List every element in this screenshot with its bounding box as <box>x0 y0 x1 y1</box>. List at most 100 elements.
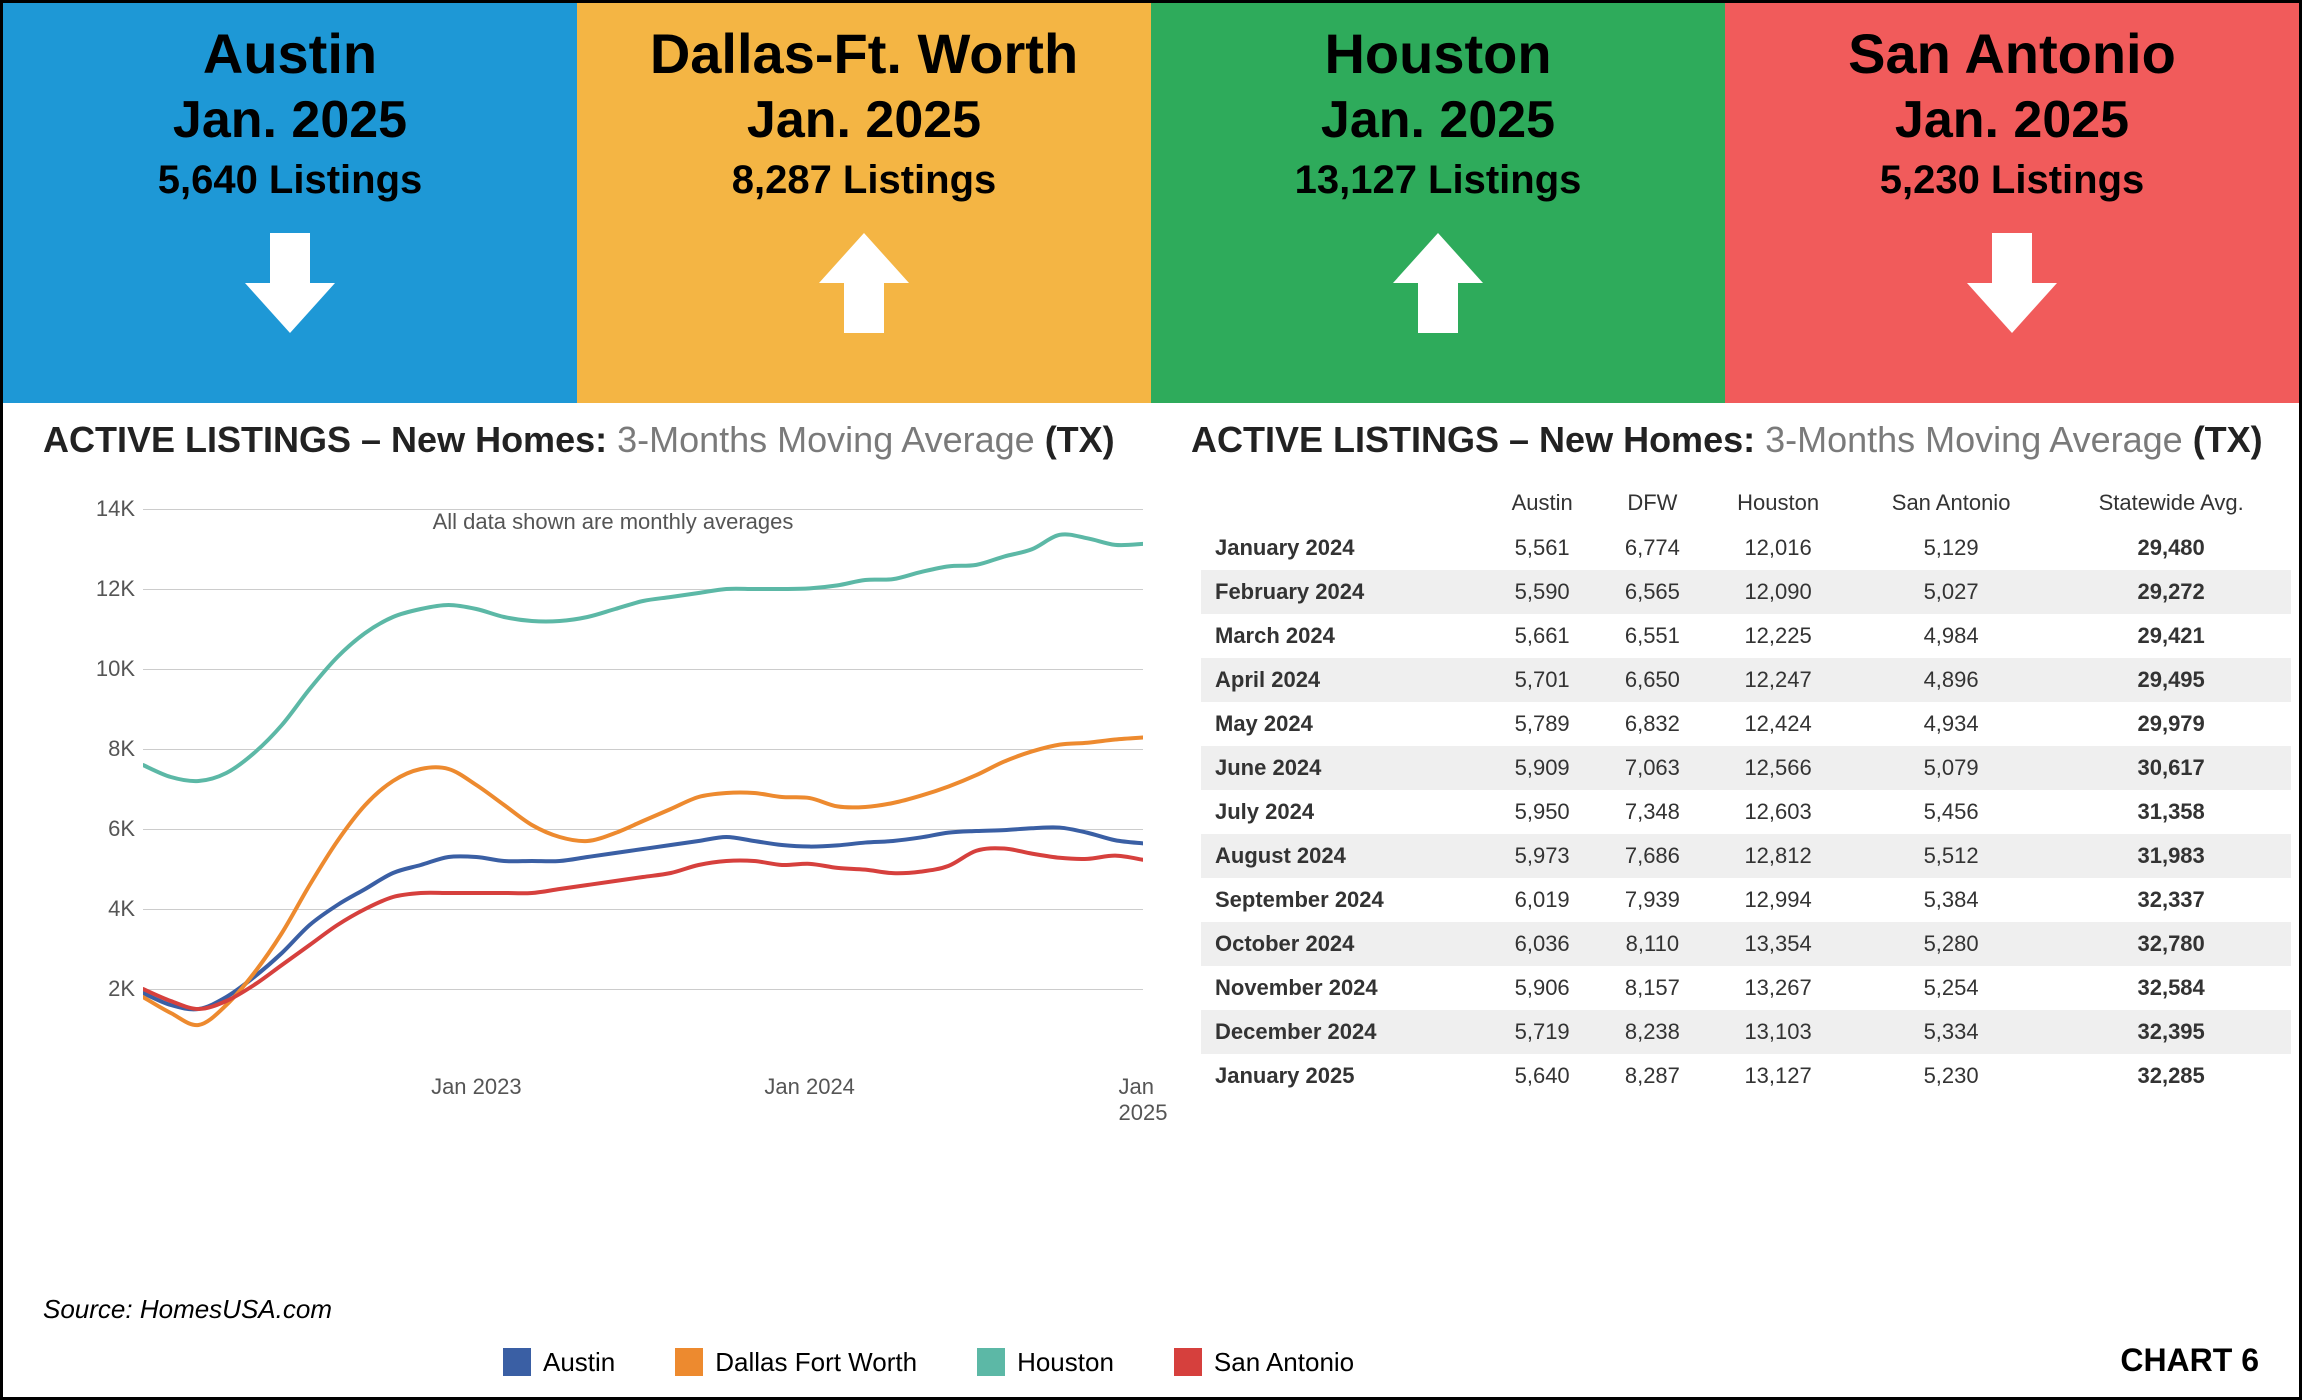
chart-section: ACTIVE LISTINGS – New Homes: 3-Months Mo… <box>3 403 1151 1129</box>
table-cell: 29,480 <box>2051 526 2291 570</box>
table-cell: June 2024 <box>1201 746 1485 790</box>
table-cell: 12,812 <box>1705 834 1851 878</box>
table-cell: 8,110 <box>1600 922 1706 966</box>
table-section: ACTIVE LISTINGS – New Homes: 3-Months Mo… <box>1151 403 2299 1129</box>
table-cell: 5,590 <box>1485 570 1600 614</box>
table-cell: 5,512 <box>1851 834 2051 878</box>
city-card: San AntonioJan. 20255,230 Listings <box>1725 3 2299 403</box>
title-mid: 3-Months Moving Average <box>617 419 1045 460</box>
table-cell: May 2024 <box>1201 702 1485 746</box>
table-cell: 4,934 <box>1851 702 2051 746</box>
table-cell: 12,603 <box>1705 790 1851 834</box>
table-row: June 20245,9097,06312,5665,07930,617 <box>1201 746 2291 790</box>
table-cell: 6,774 <box>1600 526 1706 570</box>
city-listings: 8,287 Listings <box>732 158 997 203</box>
legend-swatch <box>977 1348 1005 1376</box>
table-row: October 20246,0368,11013,3545,28032,780 <box>1201 922 2291 966</box>
table-cell: 5,701 <box>1485 658 1600 702</box>
city-card: Dallas-Ft. WorthJan. 20258,287 Listings <box>577 3 1151 403</box>
y-tick-label: 6K <box>108 816 135 842</box>
chart-number: CHART 6 <box>2120 1342 2259 1379</box>
table-cell: 6,832 <box>1600 702 1706 746</box>
legend-item: Dallas Fort Worth <box>675 1347 917 1378</box>
table-row: January 20255,6408,28713,1275,23032,285 <box>1201 1054 2291 1098</box>
table-cell: January 2025 <box>1201 1054 1485 1098</box>
city-card: AustinJan. 2025 5,640 Listings <box>3 3 577 403</box>
table-cell: 32,780 <box>2051 922 2291 966</box>
table-row: November 20245,9068,15713,2675,25432,584 <box>1201 966 2291 1010</box>
table-cell: 29,979 <box>2051 702 2291 746</box>
table-cell: 32,395 <box>2051 1010 2291 1054</box>
listings-table: AustinDFWHoustonSan AntonioStatewide Avg… <box>1201 480 2291 1098</box>
arrow-down-icon <box>235 223 345 348</box>
table-cell: 5,561 <box>1485 526 1600 570</box>
x-tick-label: Jan 2023 <box>431 1074 522 1100</box>
table-cell: 13,354 <box>1705 922 1851 966</box>
table-cell: 7,063 <box>1600 746 1706 790</box>
table-cell: 32,584 <box>2051 966 2291 1010</box>
title-suffix: (TX) <box>1045 419 1115 460</box>
table-cell: 6,565 <box>1600 570 1706 614</box>
summary-cards-row: AustinJan. 20255,640 ListingsDallas-Ft. … <box>3 3 2299 403</box>
table-row: May 20245,7896,83212,4244,93429,979 <box>1201 702 2291 746</box>
table-cell: February 2024 <box>1201 570 1485 614</box>
series-line <box>143 848 1143 1009</box>
city-listings: 5,230 Listings <box>1880 158 2145 203</box>
table-cell: December 2024 <box>1201 1010 1485 1054</box>
table-row: March 20245,6616,55112,2254,98429,421 <box>1201 614 2291 658</box>
table-cell: 31,983 <box>2051 834 2291 878</box>
table-cell: 32,285 <box>2051 1054 2291 1098</box>
title-mid: 3-Months Moving Average <box>1765 419 2193 460</box>
table-cell: 12,016 <box>1705 526 1851 570</box>
chart-title: ACTIVE LISTINGS – New Homes: 3-Months Mo… <box>43 417 1127 464</box>
table-cell: 5,973 <box>1485 834 1600 878</box>
table-cell: 8,287 <box>1600 1054 1706 1098</box>
city-name: Houston <box>1324 21 1551 86</box>
table-row: July 20245,9507,34812,6035,45631,358 <box>1201 790 2291 834</box>
city-listings: 5,640 Listings <box>158 158 423 203</box>
table-cell: 4,984 <box>1851 614 2051 658</box>
legend-item: San Antonio <box>1174 1347 1354 1378</box>
title-prefix: ACTIVE LISTINGS – New Homes: <box>43 419 617 460</box>
table-cell: 5,230 <box>1851 1054 2051 1098</box>
table-cell: 12,090 <box>1705 570 1851 614</box>
chart-legend: Austin Dallas Fort Worth Houston San Antoni… <box>503 1347 1354 1378</box>
legend-label: Houston <box>1017 1347 1114 1378</box>
city-card: HoustonJan. 202513,127 Listings <box>1151 3 1725 403</box>
table-cell: August 2024 <box>1201 834 1485 878</box>
title-suffix: (TX) <box>2193 419 2263 460</box>
table-cell: July 2024 <box>1201 790 1485 834</box>
series-line <box>143 534 1143 781</box>
city-name: Austin <box>203 21 377 86</box>
city-period: Jan. 2025 <box>747 90 981 150</box>
table-title: ACTIVE LISTINGS – New Homes: 3-Months Mo… <box>1191 417 2275 464</box>
table-cell: 5,789 <box>1485 702 1600 746</box>
table-cell: 6,019 <box>1485 878 1600 922</box>
legend-item: Houston <box>977 1347 1114 1378</box>
table-cell: 7,348 <box>1600 790 1706 834</box>
table-cell: 5,334 <box>1851 1010 2051 1054</box>
y-tick-label: 12K <box>96 576 135 602</box>
series-line <box>143 737 1143 1025</box>
table-cell: 6,551 <box>1600 614 1706 658</box>
table-cell: 5,909 <box>1485 746 1600 790</box>
series-line <box>143 827 1143 1009</box>
table-cell: September 2024 <box>1201 878 1485 922</box>
table-header: DFW <box>1600 480 1706 526</box>
table-cell: 5,950 <box>1485 790 1600 834</box>
table-cell: 5,456 <box>1851 790 2051 834</box>
x-tick-label: Jan 2025 <box>1119 1074 1168 1126</box>
city-name: San Antonio <box>1848 21 2176 86</box>
city-period: Jan. 2025 <box>1321 90 1555 150</box>
table-row: February 20245,5906,56512,0905,02729,272 <box>1201 570 2291 614</box>
table-row: August 20245,9737,68612,8125,51231,983 <box>1201 834 2291 878</box>
table-cell: 12,566 <box>1705 746 1851 790</box>
legend-label: Austin <box>543 1347 615 1378</box>
y-tick-label: 2K <box>108 976 135 1002</box>
city-period: Jan. 2025 <box>173 90 407 150</box>
table-cell: 6,036 <box>1485 922 1600 966</box>
table-cell: 12,225 <box>1705 614 1851 658</box>
table-cell: 12,247 <box>1705 658 1851 702</box>
arrow-down-icon <box>1957 223 2067 348</box>
title-prefix: ACTIVE LISTINGS – New Homes: <box>1191 419 1765 460</box>
